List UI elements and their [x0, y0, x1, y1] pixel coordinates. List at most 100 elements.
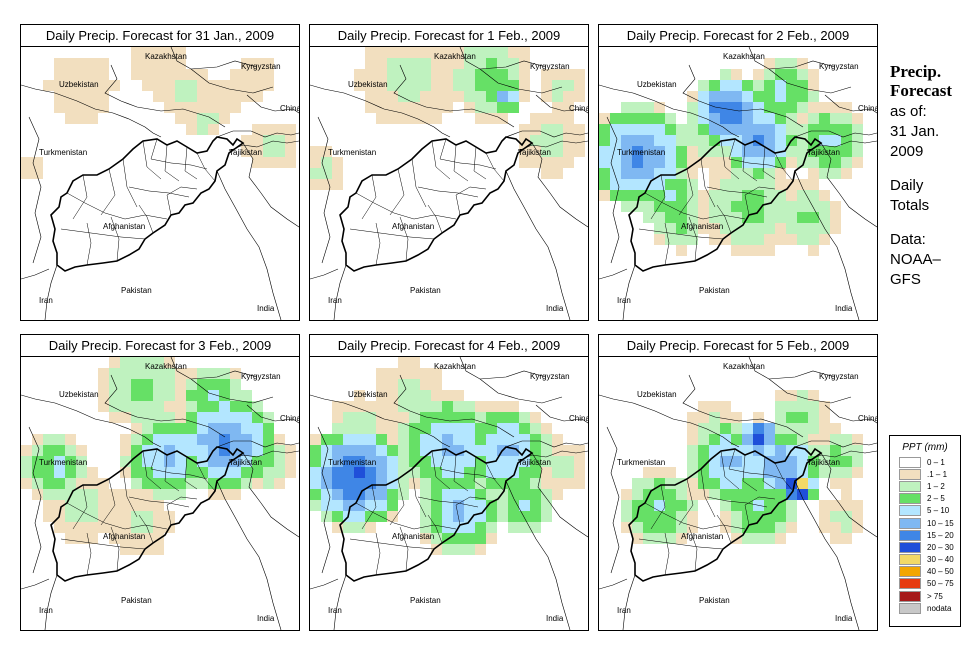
precip-cell: [808, 390, 819, 401]
precip-cell: [354, 511, 365, 522]
afghanistan-border: [628, 446, 823, 582]
precip-cell: [54, 69, 65, 80]
country-label-afghanistan: Afghanistan: [681, 532, 723, 541]
legend-item: 5 – 10: [890, 505, 960, 517]
precip-cell: [541, 113, 552, 124]
precip-cell: [398, 456, 409, 467]
precip-cell: [175, 489, 186, 500]
country-border: [333, 264, 347, 320]
precip-cell: [709, 401, 720, 412]
precip-cell: [775, 179, 786, 190]
precip-cell: [197, 478, 208, 489]
precip-cell: [274, 467, 285, 478]
precip-cell: [742, 533, 753, 544]
precip-cell: [131, 445, 142, 456]
precip-cell: [742, 234, 753, 245]
precip-cell: [786, 390, 797, 401]
precip-cell: [720, 223, 731, 234]
precip-cell: [698, 456, 709, 467]
country-label-uzbekistan: Uzbekistan: [637, 390, 677, 399]
precip-cell: [208, 102, 219, 113]
precip-cell: [464, 423, 475, 434]
precip-cell: [252, 434, 263, 445]
precip-cell: [486, 500, 497, 511]
precip-cell: [786, 234, 797, 245]
precip-cell: [742, 423, 753, 434]
precip-cell: [131, 390, 142, 401]
panel-title: Daily Precip. Forecast for 2 Feb., 2009: [599, 25, 877, 47]
precip-cell: [753, 245, 764, 256]
legend-item: 10 – 15: [890, 517, 960, 529]
panel-title: Daily Precip. Forecast for 5 Feb., 2009: [599, 335, 877, 357]
precip-cell: [519, 124, 530, 135]
precip-cell: [508, 58, 519, 69]
precip-cell: [808, 124, 819, 135]
map-labels: UzbekistanKazakhstanKyrgyzstanChinaTurkm…: [39, 362, 299, 623]
precip-cell: [819, 423, 830, 434]
legend-item: 20 – 30: [890, 541, 960, 553]
precip-cell: [687, 445, 698, 456]
precip-cell: [442, 80, 453, 91]
precip-cell: [830, 157, 841, 168]
province-boundary: [744, 496, 776, 526]
precip-cell: [120, 467, 131, 478]
precip-cell: [753, 157, 764, 168]
precip-cell: [665, 168, 676, 179]
precip-cell: [808, 401, 819, 412]
precip-cell: [120, 456, 131, 467]
precip-cell: [153, 500, 164, 511]
precip-cell: [830, 511, 841, 522]
precip-cell: [453, 69, 464, 80]
precip-cell: [676, 500, 687, 511]
afghanistan-border: [50, 136, 245, 272]
precip-cell: [830, 522, 841, 533]
country-label-kyrgyzstan: Kyrgyzstan: [241, 372, 281, 381]
precip-cell: [797, 401, 808, 412]
precip-cell: [398, 478, 409, 489]
precip-cell: [153, 368, 164, 379]
precip-cell: [219, 91, 230, 102]
precip-cell: [409, 456, 420, 467]
precip-cell: [698, 434, 709, 445]
precip-cell: [786, 456, 797, 467]
country-label-china: China: [569, 104, 588, 113]
precip-cell: [742, 489, 753, 500]
precip-cell: [431, 47, 442, 58]
precip-cell: [76, 511, 87, 522]
precip-cell: [709, 146, 720, 157]
precip-cell: [398, 69, 409, 80]
precip-cell: [687, 467, 698, 478]
precip-cell: [464, 102, 475, 113]
precip-cell: [852, 434, 863, 445]
country-label-kyrgyzstan: Kyrgyzstan: [819, 62, 859, 71]
province-boundary: [638, 538, 724, 550]
precip-cell: [519, 423, 530, 434]
precip-cell: [365, 69, 376, 80]
country-border: [806, 450, 877, 462]
precip-cell: [621, 489, 632, 500]
province-boundary: [66, 502, 168, 530]
precip-cell: [632, 113, 643, 124]
precip-cell: [442, 102, 453, 113]
precip-cell: [197, 91, 208, 102]
panel-title: Daily Precip. Forecast for 31 Jan., 2009: [21, 25, 299, 47]
precip-cell: [541, 500, 552, 511]
precip-cell: [753, 511, 764, 522]
precip-cell: [241, 58, 252, 69]
precip-cell: [797, 58, 808, 69]
precip-cell: [153, 80, 164, 91]
precip-cell: [87, 467, 98, 478]
precip-cell: [808, 190, 819, 201]
legend-item: 30 – 40: [890, 554, 960, 566]
province-boundary: [122, 468, 138, 518]
precip-cell: [387, 478, 398, 489]
precip-cell: [387, 456, 398, 467]
precip-cell: [775, 102, 786, 113]
precip-cell: [797, 91, 808, 102]
country-label-iran: Iran: [328, 296, 342, 305]
country-label-tajikistan: Tajikistan: [229, 148, 262, 157]
precip-cell: [431, 58, 442, 69]
precip-cell: [387, 91, 398, 102]
precip-cell: [742, 135, 753, 146]
